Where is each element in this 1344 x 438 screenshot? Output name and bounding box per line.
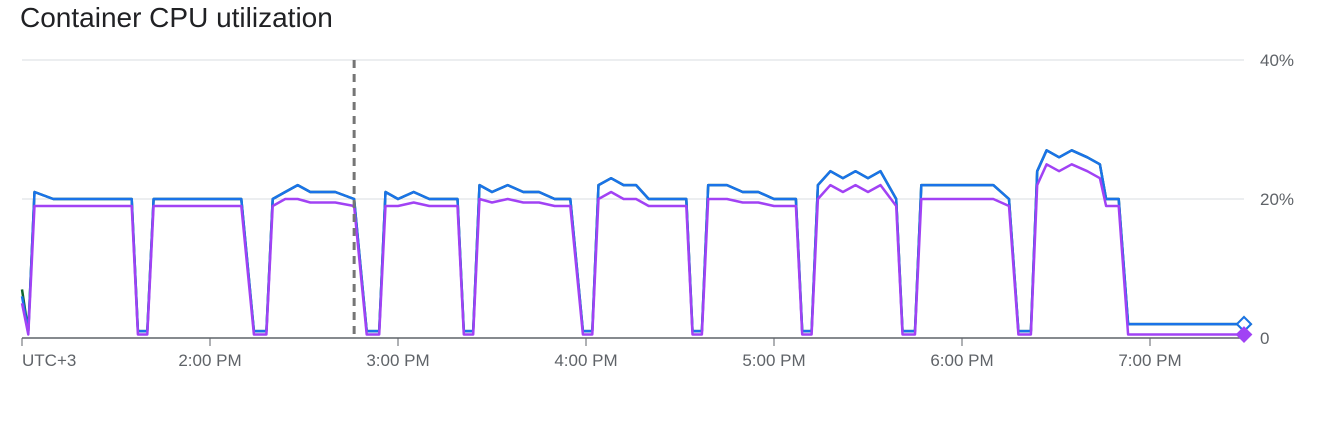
series-endpoints — [1235, 315, 1253, 343]
timezone-label: UTC+3 — [22, 351, 76, 370]
series-line — [20, 149, 1244, 333]
y-tick-labels: 0 20% 40% — [1260, 51, 1294, 348]
grid-lines — [22, 59, 1244, 200]
series-lines — [20, 149, 1244, 336]
x-tick-label: 6:00 PM — [930, 351, 993, 370]
series-line — [20, 149, 1244, 333]
y-tick-label: 40% — [1260, 51, 1294, 70]
x-tick-label: 3:00 PM — [366, 351, 429, 370]
x-tick-label: 5:00 PM — [742, 351, 805, 370]
series-end-point[interactable] — [1235, 326, 1253, 343]
series-line — [20, 163, 1244, 336]
x-tick-label: 7:00 PM — [1118, 351, 1181, 370]
x-axis: UTC+3 2:00 PM 3:00 PM 4:00 PM 5:00 PM 6:00 PM… — [21, 337, 1244, 370]
chart-title: Container CPU utilization — [20, 2, 333, 33]
y-tick-label: 0 — [1260, 329, 1269, 348]
y-tick-label: 20% — [1260, 190, 1294, 209]
x-tick-label: 4:00 PM — [554, 351, 617, 370]
x-tick-label: 2:00 PM — [178, 351, 241, 370]
